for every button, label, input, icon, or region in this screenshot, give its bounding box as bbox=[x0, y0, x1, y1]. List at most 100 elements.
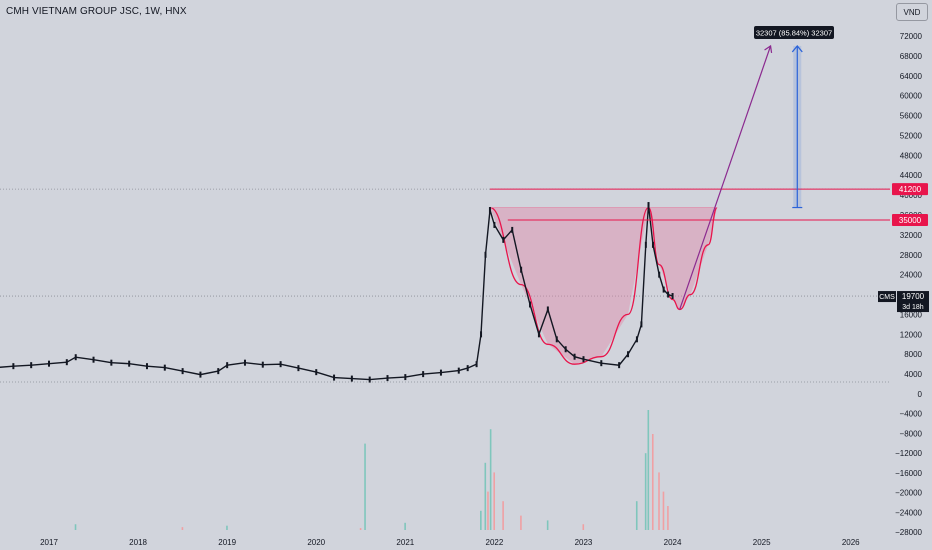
volume-bar bbox=[658, 472, 660, 530]
level-label-bg bbox=[892, 213, 928, 226]
volume-bar bbox=[480, 510, 482, 530]
price-candle bbox=[647, 202, 650, 209]
price-candle bbox=[662, 286, 665, 293]
price-candle bbox=[520, 266, 523, 273]
last-price-label: 19700 bbox=[902, 292, 925, 301]
price-candle bbox=[640, 321, 643, 328]
price-candle bbox=[226, 362, 229, 369]
y-tick-label: 44000 bbox=[900, 171, 923, 180]
y-tick-label: 4000 bbox=[904, 370, 922, 379]
x-tick-label: 2026 bbox=[842, 538, 860, 547]
volume-bar bbox=[502, 501, 504, 530]
level-label-bg bbox=[892, 183, 928, 196]
x-tick-label: 2025 bbox=[753, 538, 771, 547]
price-candle bbox=[618, 362, 621, 369]
volume-bar bbox=[359, 528, 362, 530]
x-tick-label: 2023 bbox=[575, 538, 593, 547]
currency-button[interactable]: VND bbox=[896, 3, 928, 21]
y-tick-label: 60000 bbox=[900, 92, 923, 101]
price-candle bbox=[667, 291, 670, 298]
price-candle bbox=[315, 369, 318, 376]
volume-bar bbox=[651, 434, 654, 530]
symbol-label-bg bbox=[878, 291, 896, 303]
x-tick-label: 2019 bbox=[218, 538, 236, 547]
axis-price-labels: 41200 35000 CMS 19700 3d 18h bbox=[878, 183, 929, 313]
cup-and-handle-pattern bbox=[489, 206, 718, 365]
price-candle bbox=[480, 331, 483, 338]
target-arrowhead bbox=[764, 44, 773, 54]
price-candle bbox=[350, 375, 353, 382]
last-price-bg bbox=[897, 291, 929, 313]
time-axis: 2017 2018 2019 2020 2021 2022 2023 2024 2025 2026 bbox=[40, 538, 860, 547]
price-candle bbox=[658, 271, 661, 278]
price-candle bbox=[243, 359, 246, 366]
y-tick-label: 56000 bbox=[900, 112, 923, 121]
volume-bar bbox=[582, 524, 585, 530]
volume-bar bbox=[226, 525, 228, 530]
price-candle bbox=[466, 365, 469, 372]
y-tick-label: −20000 bbox=[895, 489, 922, 498]
cup-fill bbox=[490, 207, 718, 365]
y-tick-label: −8000 bbox=[900, 429, 923, 438]
price-candle bbox=[564, 346, 567, 353]
volume-bar bbox=[667, 506, 669, 530]
y-tick-label: 28000 bbox=[900, 251, 923, 260]
price-candle bbox=[529, 301, 532, 308]
target-arrow-line bbox=[679, 45, 772, 310]
y-tick-label: 68000 bbox=[900, 52, 923, 61]
y-tick-label: 48000 bbox=[900, 151, 923, 160]
volume-bar bbox=[74, 524, 77, 530]
volume-bars bbox=[74, 410, 669, 530]
volume-bar bbox=[644, 453, 647, 530]
y-tick-label: 12000 bbox=[900, 330, 923, 339]
x-tick-label: 2018 bbox=[129, 538, 147, 547]
level-label: 41200 bbox=[899, 185, 922, 194]
price-candle bbox=[47, 360, 50, 367]
price-candle bbox=[600, 360, 603, 367]
volume-bar bbox=[484, 462, 487, 530]
y-tick-label: −4000 bbox=[900, 410, 923, 419]
y-tick-label: 64000 bbox=[900, 72, 923, 81]
price-candle bbox=[546, 306, 549, 313]
price-candle bbox=[627, 351, 630, 358]
price-candle bbox=[128, 360, 131, 367]
price-candle bbox=[279, 361, 282, 368]
price-candle bbox=[484, 251, 487, 258]
price-candle bbox=[511, 226, 514, 233]
chart-title: CMH VIETNAM GROUP JSC, 1W, HNX bbox=[6, 6, 187, 17]
x-tick-label: 2017 bbox=[40, 538, 58, 547]
projection-label: 32307 (85.84%) 32307 bbox=[756, 29, 832, 38]
y-tick-label: 24000 bbox=[900, 271, 923, 280]
price-candle bbox=[573, 353, 576, 360]
price-candle bbox=[502, 236, 505, 243]
handle-curve bbox=[647, 206, 718, 311]
volume-bar bbox=[647, 410, 650, 530]
countdown-label: 3d 18h bbox=[902, 304, 924, 311]
volume-bar bbox=[364, 443, 366, 530]
price-line bbox=[0, 205, 673, 381]
volume-bar bbox=[181, 527, 184, 530]
y-tick-label: 32000 bbox=[900, 231, 923, 240]
price-candle bbox=[537, 331, 540, 338]
projection-label-bg bbox=[754, 26, 834, 39]
price-candle bbox=[439, 369, 442, 376]
price-candle bbox=[635, 336, 638, 343]
price-candle bbox=[30, 362, 33, 369]
price-candle bbox=[92, 356, 95, 363]
symbol-label: CMS bbox=[879, 294, 895, 301]
volume-bar bbox=[520, 515, 522, 530]
price-candle bbox=[333, 374, 336, 381]
y-tick-label: 52000 bbox=[900, 131, 923, 140]
price-axis: 72000 68000 64000 60000 56000 52000 48000 44000… bbox=[895, 32, 922, 537]
y-tick-label: 8000 bbox=[904, 350, 922, 359]
y-tick-label: −28000 bbox=[895, 528, 922, 537]
y-tick-label: 40000 bbox=[900, 191, 923, 200]
measure-arrowhead bbox=[791, 45, 803, 53]
y-tick-label: −12000 bbox=[895, 449, 922, 458]
price-series bbox=[0, 202, 674, 383]
price-candle bbox=[475, 361, 478, 368]
volume-bar bbox=[487, 491, 489, 530]
price-candle bbox=[145, 363, 148, 370]
x-tick-label: 2021 bbox=[396, 538, 414, 547]
